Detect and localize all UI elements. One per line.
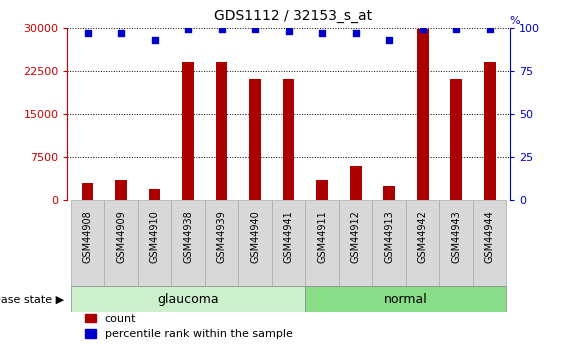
Text: GSM44913: GSM44913 — [384, 210, 394, 263]
Bar — [417, 29, 428, 200]
Text: GSM44943: GSM44943 — [451, 210, 461, 263]
Point — [117, 30, 126, 36]
Point — [318, 30, 327, 36]
Bar — [138, 200, 171, 286]
Point — [83, 30, 92, 36]
Text: %: % — [510, 16, 520, 26]
Bar — [104, 200, 138, 286]
Bar — [372, 200, 406, 286]
Point — [485, 27, 495, 32]
Point — [351, 30, 360, 36]
Bar — [249, 79, 261, 200]
Bar — [282, 79, 295, 200]
Bar — [484, 62, 496, 200]
Point — [217, 27, 226, 32]
Text: GSM44908: GSM44908 — [83, 210, 93, 263]
Bar — [305, 200, 339, 286]
Bar — [205, 200, 239, 286]
Bar — [71, 200, 104, 286]
Text: GSM44944: GSM44944 — [485, 210, 495, 263]
Text: GSM44938: GSM44938 — [183, 210, 193, 263]
Bar — [216, 62, 227, 200]
Bar — [440, 200, 473, 286]
Point — [284, 28, 294, 34]
Text: GSM44939: GSM44939 — [217, 210, 227, 263]
Text: GSM44912: GSM44912 — [350, 210, 360, 263]
Point — [150, 37, 159, 42]
Text: glaucoma: glaucoma — [157, 293, 219, 306]
Bar — [81, 183, 93, 200]
Bar — [339, 200, 372, 286]
Bar — [305, 286, 506, 312]
Text: GSM44940: GSM44940 — [250, 210, 260, 263]
Point — [250, 27, 260, 32]
Bar — [316, 180, 328, 200]
Text: GDS1112 / 32153_s_at: GDS1112 / 32153_s_at — [214, 9, 372, 23]
Text: normal: normal — [384, 293, 428, 306]
Bar — [149, 189, 161, 200]
Text: GSM44911: GSM44911 — [317, 210, 327, 263]
Bar — [115, 180, 127, 200]
Bar — [272, 200, 305, 286]
Text: GSM44910: GSM44910 — [149, 210, 159, 263]
Text: disease state ▶: disease state ▶ — [0, 294, 64, 304]
Point — [384, 37, 394, 42]
Text: GSM44909: GSM44909 — [116, 210, 126, 263]
Bar — [239, 200, 272, 286]
Text: GSM44942: GSM44942 — [418, 210, 428, 263]
Bar — [383, 186, 395, 200]
Bar — [450, 79, 462, 200]
Bar — [350, 166, 362, 200]
Bar — [406, 200, 440, 286]
Bar — [473, 200, 506, 286]
Point — [418, 27, 427, 32]
Legend: count, percentile rank within the sample: count, percentile rank within the sample — [84, 314, 292, 339]
Point — [451, 27, 461, 32]
Bar — [71, 286, 305, 312]
Point — [183, 27, 193, 32]
Text: GSM44941: GSM44941 — [284, 210, 294, 263]
Bar — [182, 62, 194, 200]
Bar — [171, 200, 205, 286]
